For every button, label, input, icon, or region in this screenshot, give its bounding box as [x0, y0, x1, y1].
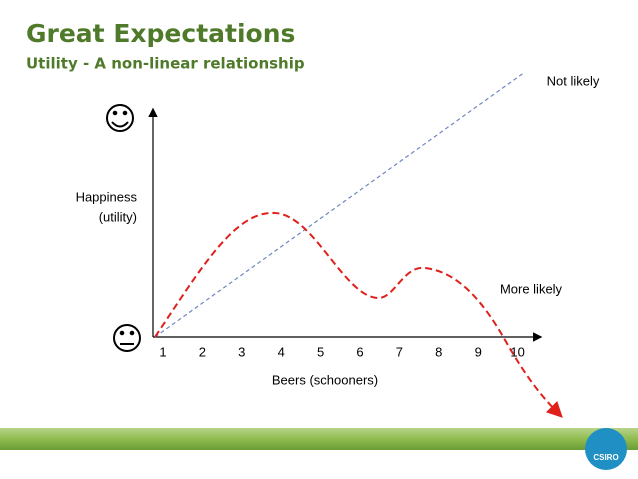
- y-label: Happiness: [76, 189, 138, 204]
- neutral-face: [113, 324, 141, 352]
- x-tick-label: 2: [199, 344, 206, 359]
- annotation: More likely: [500, 281, 563, 296]
- x-tick-label: 1: [159, 344, 166, 359]
- subtitle: Utility - A non-linear relationship: [26, 55, 305, 73]
- footer-band: [0, 428, 638, 450]
- x-tick-label: 5: [317, 344, 324, 359]
- x-label: Beers (schooners): [272, 372, 378, 387]
- x-tick-label: 6: [356, 344, 363, 359]
- x-tick-label: 10: [510, 344, 524, 359]
- nonlinear-curve: [154, 211, 563, 418]
- x-tick-label: 9: [475, 344, 482, 359]
- x-ticks: 1 2 3 4 5 6 7 8 9 10: [159, 344, 524, 359]
- logo: [585, 428, 627, 470]
- y-label: (utility): [99, 209, 137, 224]
- annotation: Not likely: [547, 73, 600, 88]
- happy-face: [106, 104, 134, 132]
- x-tick-label: 8: [435, 344, 442, 359]
- x-tick-label: 7: [396, 344, 403, 359]
- linear-curve: [154, 71, 526, 338]
- title: Great Expectations: [26, 19, 295, 48]
- x-tick-label: 3: [238, 344, 245, 359]
- logo-text: CSIRO: [593, 453, 618, 462]
- x-tick-label: 4: [278, 344, 285, 359]
